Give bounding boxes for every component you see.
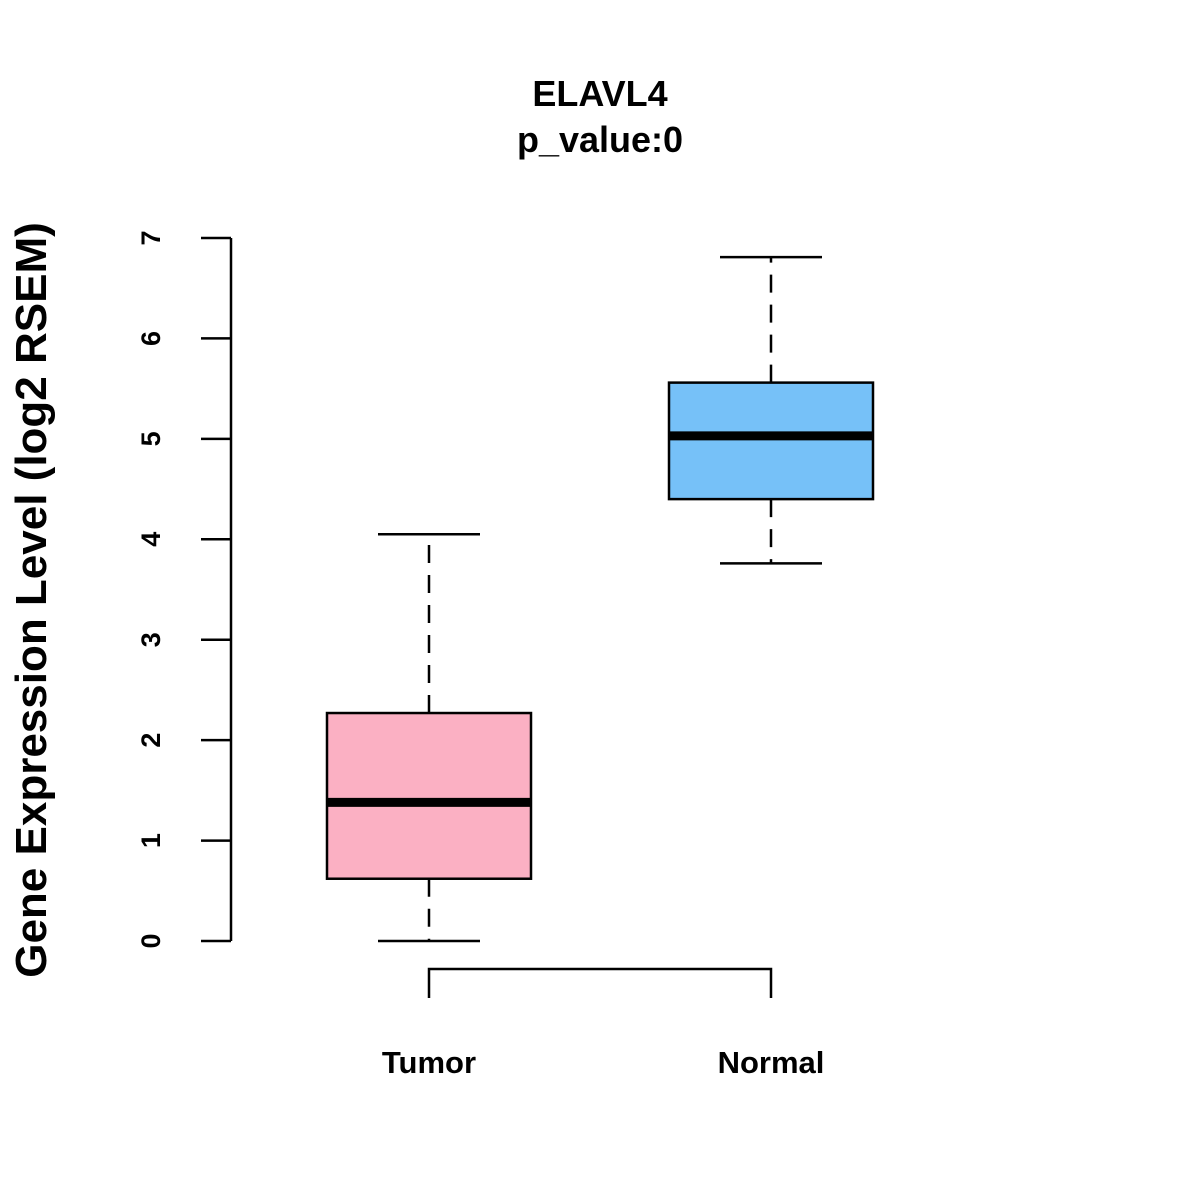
chart-subtitle: p_value:0 (517, 119, 683, 160)
chart-title: ELAVL4 (532, 73, 667, 114)
y-axis: 0 1 2 3 4 5 6 7 (136, 230, 233, 949)
bracket-line (427, 967, 773, 998)
y-tick-label-1: 1 (136, 833, 166, 848)
y-tick-label-7: 7 (136, 230, 166, 245)
normal-box (667, 381, 875, 501)
tumor-box (325, 711, 533, 880)
boxes-group (325, 255, 875, 943)
y-tick-label-4: 4 (136, 532, 166, 547)
y-tick-label-5: 5 (136, 431, 166, 446)
x-label-normal: Normal (718, 1045, 825, 1080)
y-tick-label-3: 3 (136, 632, 166, 647)
comparison-bracket (427, 967, 773, 998)
y-axis-label: Gene Expression Level (log2 RSEM) (7, 222, 56, 978)
y-tick-label-0: 0 (136, 933, 166, 948)
x-axis-labels: Tumor Normal (382, 1045, 824, 1080)
y-tick-label-6: 6 (136, 331, 166, 346)
x-label-tumor: Tumor (382, 1045, 476, 1080)
y-tick-label-2: 2 (136, 733, 166, 748)
